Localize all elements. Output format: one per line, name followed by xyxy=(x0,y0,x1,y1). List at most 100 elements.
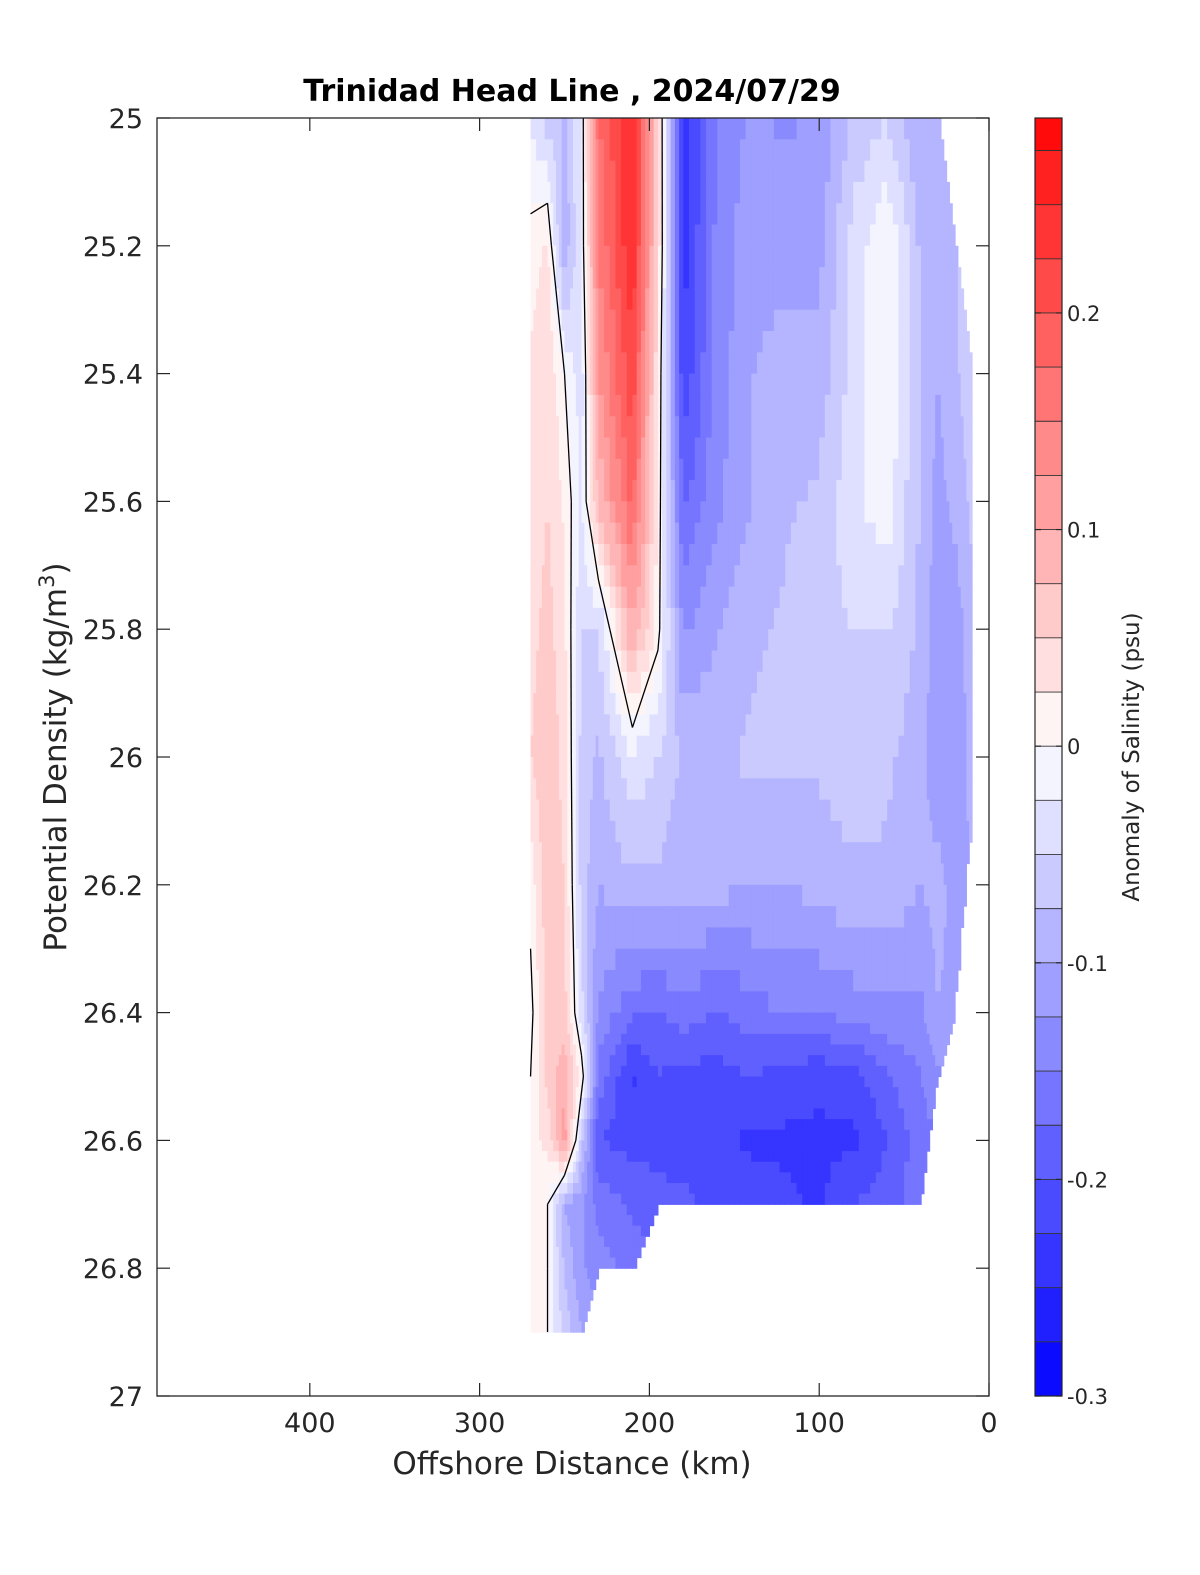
field-cell xyxy=(683,927,690,950)
field-cell xyxy=(609,799,617,822)
field-cell xyxy=(544,1076,549,1088)
field-cell xyxy=(587,693,591,715)
field-cell xyxy=(700,884,707,907)
field-cell xyxy=(751,1023,758,1035)
field-cell xyxy=(539,480,543,502)
field-cell xyxy=(626,820,634,843)
field-cell xyxy=(595,160,600,183)
field-cell xyxy=(679,331,684,353)
field-cell xyxy=(796,458,803,481)
field-cell xyxy=(626,693,634,715)
field-cell xyxy=(558,714,563,737)
field-cell xyxy=(570,629,574,652)
field-cell xyxy=(813,139,820,162)
field-cell xyxy=(547,522,551,545)
field-cell xyxy=(853,565,860,588)
field-cell xyxy=(824,437,832,460)
field-cell xyxy=(657,970,663,992)
field-cell xyxy=(544,1012,549,1024)
field-cell xyxy=(558,139,563,162)
field-cell xyxy=(773,373,781,396)
field-cell xyxy=(589,778,594,801)
field-cell xyxy=(722,416,730,439)
field-cell xyxy=(609,1097,617,1110)
field-cell xyxy=(649,1214,655,1227)
field-cell xyxy=(556,991,560,1014)
field-cell xyxy=(662,1119,667,1131)
field-cell xyxy=(745,1055,752,1067)
field-cell xyxy=(734,522,741,545)
field-cell xyxy=(706,757,713,779)
field-cell xyxy=(544,884,549,907)
field-cell xyxy=(653,1129,659,1141)
field-cell xyxy=(762,1033,769,1046)
field-cell xyxy=(717,181,724,204)
field-cell xyxy=(807,160,815,183)
field-cell xyxy=(745,480,752,502)
field-cell xyxy=(561,565,566,588)
field-cell xyxy=(768,118,775,140)
field-cell xyxy=(706,160,713,183)
field-cell xyxy=(739,671,747,694)
field-cell xyxy=(819,629,826,652)
field-cell xyxy=(621,1033,628,1046)
field-cell xyxy=(796,906,803,928)
field-cell xyxy=(556,735,560,758)
field-cell xyxy=(768,309,775,332)
field-cell xyxy=(645,309,650,332)
field-cell xyxy=(533,1151,537,1163)
field-cell xyxy=(706,778,713,801)
field-cell xyxy=(666,437,672,460)
field-cell xyxy=(734,1055,741,1067)
field-cell xyxy=(550,1161,554,1173)
field-cell xyxy=(819,650,826,673)
field-cell xyxy=(544,1236,549,1248)
field-cell xyxy=(847,991,854,1014)
field-cell xyxy=(751,309,758,332)
field-cell xyxy=(657,650,663,673)
field-cell xyxy=(722,714,730,737)
field-cell xyxy=(595,1204,600,1216)
field-cell xyxy=(564,991,568,1014)
field-cell xyxy=(773,1172,781,1184)
field-cell xyxy=(589,1172,594,1184)
field-cell xyxy=(679,757,684,779)
field-cell xyxy=(819,139,826,162)
field-cell xyxy=(689,437,696,460)
field-cell xyxy=(640,458,646,481)
field-cell xyxy=(567,948,571,971)
field-cell xyxy=(581,522,585,545)
field-cell xyxy=(653,437,659,460)
field-cell xyxy=(575,288,580,311)
field-cell xyxy=(640,1214,646,1227)
field-cell xyxy=(533,607,537,630)
field-cell xyxy=(550,650,554,673)
field-cell xyxy=(756,906,764,928)
field-cell xyxy=(819,118,826,140)
field-cell xyxy=(853,671,860,694)
field-cell xyxy=(533,416,537,439)
field-cell xyxy=(544,373,549,396)
field-cell xyxy=(653,1097,659,1110)
field-cell xyxy=(573,820,577,843)
field-cell xyxy=(739,437,747,460)
field-cell xyxy=(539,1172,543,1184)
field-cell xyxy=(550,607,554,630)
field-cell xyxy=(640,1012,646,1024)
field-cell xyxy=(570,1033,574,1046)
field-cell xyxy=(587,799,591,822)
field-cell xyxy=(728,1193,735,1205)
field-cell xyxy=(853,139,860,162)
field-cell xyxy=(653,1087,659,1099)
field-cell xyxy=(683,1151,690,1163)
field-cell xyxy=(773,586,781,609)
field-cell xyxy=(595,629,600,652)
field-cell xyxy=(649,458,655,481)
field-cell xyxy=(541,714,546,737)
field-cell xyxy=(558,757,563,779)
field-cell xyxy=(604,1055,611,1067)
field-cell xyxy=(824,991,832,1014)
field-cell xyxy=(539,267,543,289)
field-cell xyxy=(683,799,690,822)
field-cell xyxy=(567,1246,571,1259)
